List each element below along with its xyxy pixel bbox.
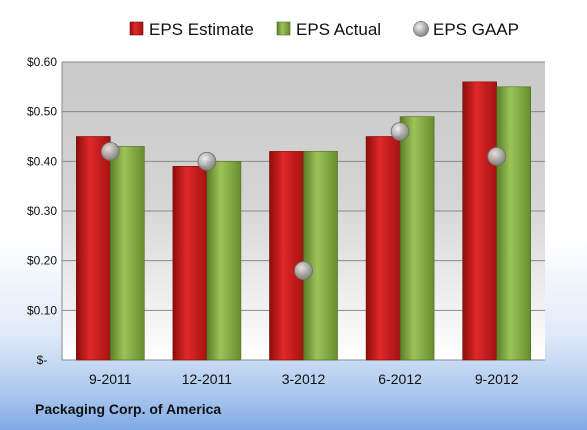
legend-label: EPS Estimate: [149, 20, 254, 39]
y-tick-label: $0.20: [27, 254, 57, 268]
legend-label: EPS Actual: [296, 20, 381, 39]
eps-gaap-point: [197, 151, 217, 171]
eps-estimate-bar: [269, 151, 304, 361]
legend-item: EPS Estimate: [129, 20, 254, 39]
bars: [76, 81, 532, 361]
eps-actual-bar: [303, 151, 338, 361]
y-tick-label: $0.60: [27, 55, 57, 69]
legend: EPS Estimate EPS Actual EPS GAAP: [129, 20, 519, 39]
y-tick-label: $-: [37, 353, 48, 367]
eps-estimate-bar: [462, 81, 498, 361]
eps-actual-bar: [496, 86, 532, 361]
legend-swatch: [276, 21, 291, 36]
eps-estimate-bar: [365, 136, 401, 361]
y-tick-label: $0.50: [27, 105, 57, 119]
x-tick-label: 12-2011: [182, 371, 233, 387]
eps-gaap-point: [294, 261, 313, 281]
y-tick-label: $0.30: [27, 204, 57, 218]
eps-actual-bar: [399, 116, 435, 361]
y-tick-label: $0.40: [27, 154, 57, 168]
x-tick-label: 9-2011: [89, 371, 132, 387]
eps-gaap-point: [100, 141, 120, 161]
company-label: Packaging Corp. of America: [35, 401, 222, 417]
legend-swatch: [129, 21, 144, 36]
legend-swatch: [413, 21, 429, 37]
eps-gaap-point: [390, 122, 410, 141]
eps-actual-bar: [110, 146, 145, 361]
x-tick-label: 3-2012: [282, 371, 326, 387]
legend-item: EPS GAAP: [413, 20, 519, 39]
x-tick-label: 9-2012: [475, 371, 519, 387]
legend-item: EPS Actual: [276, 20, 381, 39]
legend-label: EPS GAAP: [433, 20, 519, 39]
eps-gaap-point: [487, 146, 507, 166]
eps-estimate-bar: [76, 136, 111, 361]
gaap-points: [100, 122, 507, 281]
x-axis: 9-2011 12-2011 3-2012 6-2012 9-2012: [89, 371, 519, 387]
y-axis: $0.60 $0.50 $0.40 $0.30 $0.20 $0.10 $-: [27, 55, 57, 367]
eps-estimate-bar: [172, 166, 208, 361]
eps-actual-bar: [206, 161, 242, 361]
x-tick-label: 6-2012: [378, 371, 422, 387]
y-tick-label: $0.10: [27, 303, 57, 317]
